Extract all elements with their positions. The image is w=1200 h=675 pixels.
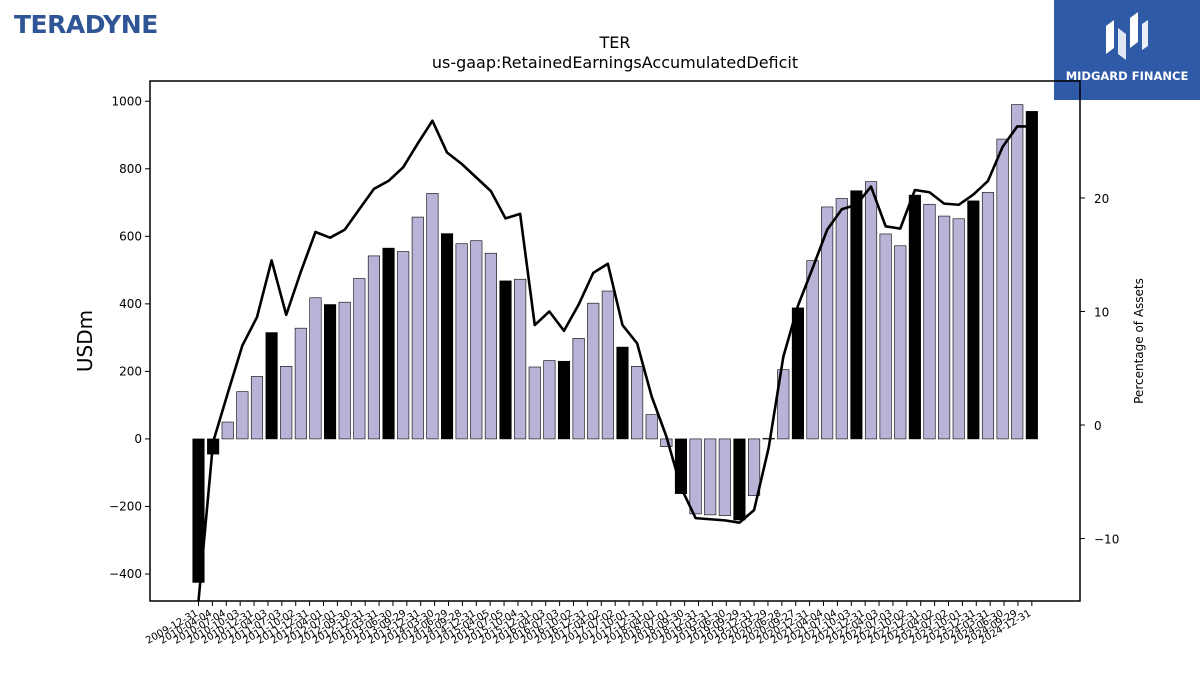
bar [280,366,293,440]
bar [265,332,278,440]
bar [236,391,249,440]
chart-title: TER [599,33,631,52]
bar [484,252,497,440]
bar [543,360,556,440]
bar [309,297,322,440]
bar [294,327,307,440]
bar [967,200,980,440]
bar [996,138,1009,440]
bar [806,260,819,440]
bar [704,438,717,516]
bar [557,360,571,440]
y2-tick-label: 20 [1094,192,1109,206]
bar [528,366,541,440]
midgard-logo-icon [1106,12,1148,60]
bar [1011,104,1024,440]
bar [367,255,380,440]
bar [718,438,731,516]
bar [411,216,424,440]
y-axis-label: USDm [73,310,97,372]
bar [514,278,527,440]
bar [879,233,892,440]
series-line [197,119,1032,602]
y-tick-label: 0 [134,432,142,446]
y2-tick-label: 0 [1094,419,1102,433]
x-axis: 2009-12-312010-04-042010-07-042010-10-03… [144,601,1033,647]
y2-tick-label: −10 [1094,533,1119,547]
bar [221,421,234,440]
bar [616,346,629,440]
y-tick-label: 400 [119,297,142,311]
bar [908,194,921,440]
y-axis-right: −10 0 10 20 [1080,192,1119,547]
bar [850,190,863,440]
bar [981,192,995,440]
bar [324,304,337,440]
y2-tick-label: 10 [1094,305,1109,319]
bar [572,337,585,440]
bar [952,218,965,440]
bar [631,366,644,440]
bars-layer [192,104,1038,583]
bar [645,414,658,440]
bar [748,438,761,496]
bar [777,369,790,440]
line-layer [197,119,1032,602]
bar [499,280,512,440]
teradyne-logo: TERADYNE [14,10,158,39]
midgard-finance-badge: MIDGARD FINANCE [1054,0,1200,100]
bar [338,301,351,440]
bar [470,240,483,440]
chart-subtitle: us-gaap:RetainedEarningsAccumulatedDefic… [432,53,798,72]
y-tick-label: 800 [119,162,142,176]
y2-axis-label: Percentage of Assets [1132,278,1146,404]
bar [894,245,907,440]
bar [689,438,702,515]
y-tick-label: −400 [109,567,142,581]
bar [762,437,775,440]
bar [426,193,439,440]
bar [601,290,614,440]
y-axis-left: −400 −200 0 200 400 600 800 1000 [109,94,150,581]
bar [587,302,600,440]
bar [938,215,951,440]
y-tick-label: −200 [109,499,142,513]
bar [440,233,454,440]
y-tick-label: 200 [119,364,142,378]
bar [864,181,878,440]
y-tick-label: 1000 [111,94,142,108]
bar [353,278,366,440]
bar [250,376,264,440]
bar [733,438,746,521]
bar [1025,111,1038,440]
bar [923,203,936,440]
bar [397,251,410,440]
bar [192,438,205,583]
bar [821,206,834,440]
y-tick-label: 600 [119,229,142,243]
bar [382,247,395,440]
bar [791,307,804,440]
bar [835,198,848,440]
midgard-finance-label: MIDGARD FINANCE [1065,69,1189,83]
bar [455,243,468,440]
